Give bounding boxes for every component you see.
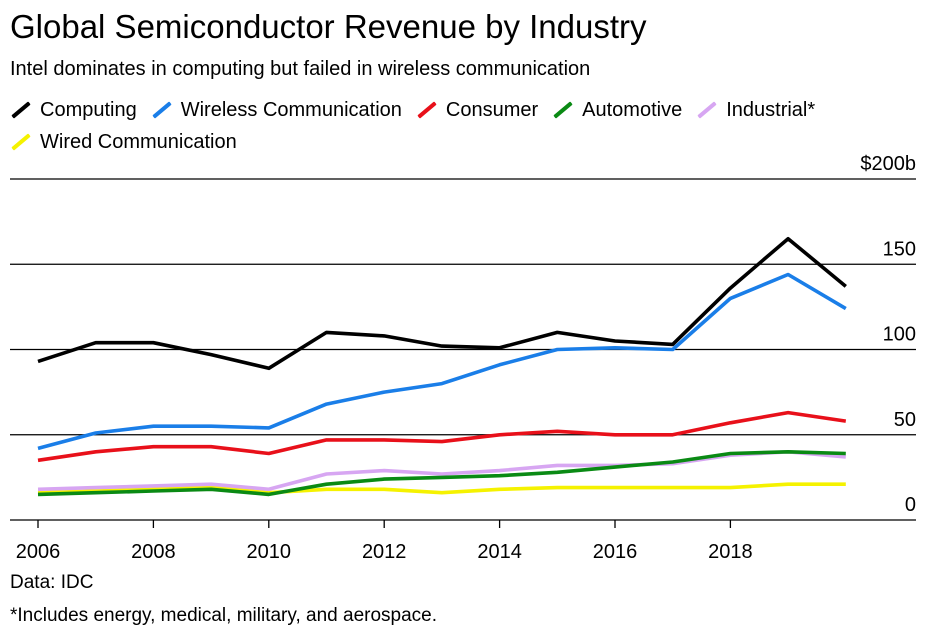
legend-item-wired-communication: Wired Communication	[10, 128, 237, 156]
footnote: *Includes energy, medical, military, and…	[10, 605, 438, 626]
chart-title: Global Semiconductor Revenue by Industry	[10, 8, 647, 45]
x-tick-label: 2016	[593, 541, 638, 563]
legend-label: Wired Communication	[40, 131, 237, 153]
x-tick-label: 2014	[477, 541, 522, 563]
y-tick-label: 0	[905, 494, 916, 516]
y-tick-label: 50	[894, 409, 916, 431]
legend-item-consumer: Consumer	[416, 96, 538, 124]
series-line-computing	[37, 236, 847, 371]
legend-label: Computing	[40, 99, 137, 121]
data-source: Data: IDC	[10, 572, 94, 593]
legend-label: Automotive	[582, 99, 683, 121]
legend-item-computing: Computing	[10, 96, 137, 124]
x-tick-label: 2010	[247, 541, 292, 563]
series-line-consumer	[37, 410, 847, 463]
x-tick-label: 2008	[131, 541, 176, 563]
legend-item-wireless-communication: Wireless Communication	[151, 96, 402, 124]
legend-label: Consumer	[445, 99, 539, 121]
x-tick-label: 2006	[16, 541, 61, 563]
chart-subtitle: Intel dominates in computing but failed …	[10, 58, 591, 80]
series-line-industrial	[37, 449, 846, 492]
y-tick-label: $200b	[860, 153, 916, 175]
x-tick-label: 2012	[362, 541, 407, 563]
series-line-wireless-communication	[37, 272, 847, 451]
y-tick-label: 100	[883, 324, 916, 346]
y-tick-label: 150	[883, 238, 916, 260]
legend-label: Industrial*	[726, 99, 816, 121]
legend-item-industrial: Industrial*	[696, 96, 815, 124]
legend-label: Wireless Communication	[180, 99, 402, 121]
chart-legend: Computing Wireless Communication Consumer A…	[10, 92, 940, 156]
x-tick-label: 2018	[708, 541, 753, 563]
legend-item-automotive: Automotive	[552, 96, 682, 124]
series-line-automotive	[37, 449, 846, 497]
